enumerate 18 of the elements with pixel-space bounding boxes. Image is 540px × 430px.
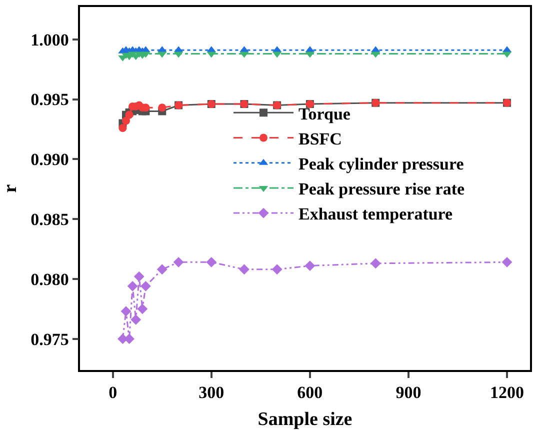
legend-label: Peak pressure rise rate [298, 180, 465, 199]
x-tick-label: 1200 [490, 383, 524, 402]
y-tick-label: 1.000 [30, 30, 69, 50]
x-axis-title: Sample size [258, 409, 352, 430]
legend-label: Torque [298, 104, 351, 124]
x-tick-label: 600 [297, 383, 323, 402]
y-tick-label: 0.980 [30, 270, 69, 289]
y-tick-label: 0.995 [30, 90, 69, 110]
x-tick-label: 0 [108, 383, 118, 402]
legend-label: BSFC [298, 129, 342, 148]
y-tick-label: 0.985 [30, 210, 69, 229]
x-tick-label: 900 [396, 383, 422, 402]
x-tick-label: 300 [198, 383, 224, 402]
y-tick-label: 0.990 [30, 150, 69, 170]
legend-label: Peak cylinder pressure [298, 154, 464, 174]
legend-label: Exhaust temperature [298, 204, 454, 224]
y-tick-label: 0.975 [30, 330, 69, 349]
y-axis-title: r [0, 184, 21, 193]
